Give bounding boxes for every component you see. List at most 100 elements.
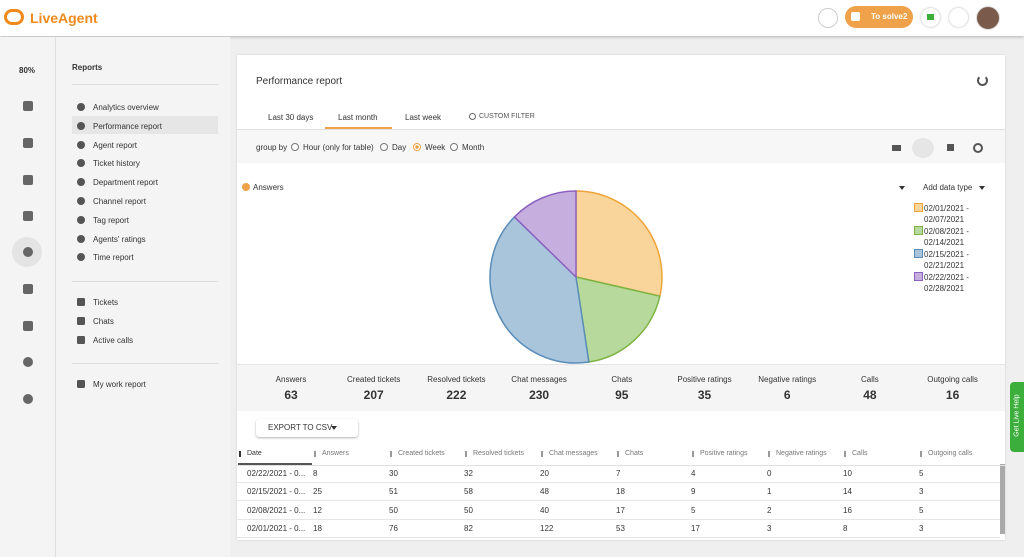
table-cell: 3 <box>767 523 772 533</box>
add-data-type[interactable]: Add data type <box>923 183 973 192</box>
summary-label: Calls <box>861 375 879 384</box>
summary-label: Chats <box>611 375 633 384</box>
pie-slice <box>489 215 590 364</box>
tab-divider <box>237 129 1005 130</box>
nav-item[interactable]: Performance report <box>93 121 162 131</box>
call-status[interactable] <box>949 8 968 27</box>
column-header: Date <box>247 450 262 457</box>
table-cell: 02/01/2021 - 0... <box>247 523 306 533</box>
table-cell: 3 <box>919 487 924 497</box>
pie-slice <box>513 190 577 279</box>
row-line <box>237 500 1000 502</box>
nav-item[interactable]: Time report <box>93 253 134 263</box>
tab[interactable]: Last week <box>405 113 442 122</box>
sidebar-icon[interactable] <box>23 175 33 185</box>
sidebar-icon[interactable] <box>23 138 33 148</box>
chart-type-area[interactable] <box>892 145 901 151</box>
scrollbar <box>1000 464 1005 534</box>
nav-item[interactable]: Tag report <box>93 215 130 225</box>
summary-label: Resolved tickets <box>427 375 486 384</box>
nav-item[interactable]: Active calls <box>93 335 134 345</box>
column-header: Calls <box>852 450 868 457</box>
table-cell: 58 <box>464 487 473 497</box>
summary-value: 230 <box>529 388 550 402</box>
legend-swatch <box>914 226 923 235</box>
live-help-tab[interactable] <box>1010 382 1024 452</box>
summary-label: Created tickets <box>347 375 401 384</box>
tab[interactable]: Last 30 days <box>268 113 314 122</box>
chart-type-bar[interactable] <box>947 144 954 151</box>
table-cell: 82 <box>464 523 473 533</box>
to-solve-button[interactable] <box>845 6 913 28</box>
table-cell: 4 <box>691 469 696 478</box>
legend-label: 02/08/2021 - 02/14/2021 <box>924 227 969 247</box>
table-cell: 32 <box>464 469 473 478</box>
table-cell: 02/15/2021 - 0... <box>247 487 306 497</box>
radio[interactable] <box>380 143 388 151</box>
tab[interactable]: Last month <box>338 113 378 122</box>
radio[interactable] <box>413 143 421 151</box>
row-line <box>237 518 1000 520</box>
tab-underline <box>325 127 392 129</box>
table-cell: 5 <box>691 505 696 515</box>
nav-item[interactable]: Analytics overview <box>93 103 159 112</box>
column-header: Created tickets <box>398 450 445 457</box>
sort-icon <box>541 451 543 457</box>
nav-item[interactable]: My work report <box>93 380 146 389</box>
nav-active <box>72 115 218 134</box>
summary-label: Answers <box>275 375 307 384</box>
table-cell: 30 <box>389 469 398 478</box>
chat-status-icon <box>927 14 934 20</box>
radio-label: Week <box>425 143 446 152</box>
sort-icon <box>617 451 619 457</box>
logo-icon <box>4 9 24 25</box>
table-cell: 1 <box>767 487 772 497</box>
table-cell: 14 <box>843 487 852 497</box>
legend-label: 02/15/2021 - 02/21/2021 <box>924 250 969 270</box>
tab[interactable]: CUSTOM FILTER <box>479 113 535 120</box>
sidebar-icon[interactable] <box>23 394 33 404</box>
sort-icon <box>465 451 467 457</box>
table-cell: 10 <box>843 469 852 478</box>
radio[interactable] <box>450 143 458 151</box>
sidebar-icon[interactable] <box>23 321 33 331</box>
logo: LiveAgent <box>30 10 98 26</box>
export-button[interactable]: EXPORT TO CSV <box>256 419 358 437</box>
nav-item[interactable]: Tickets <box>93 298 119 307</box>
nav-item[interactable]: Department report <box>93 178 158 188</box>
nav-item[interactable]: Agent report <box>93 140 138 150</box>
header-line <box>237 465 1005 466</box>
nav-divider <box>72 84 218 85</box>
chart-type-line[interactable] <box>912 138 934 158</box>
summary-value: 63 <box>284 388 298 402</box>
sidebar-icon[interactable] <box>23 247 33 257</box>
summary-label: Positive ratings <box>677 375 732 384</box>
summary-value: 6 <box>783 388 791 402</box>
summary-bar <box>237 364 1005 411</box>
sidebar-icon[interactable] <box>23 284 33 294</box>
legend-swatch <box>914 203 923 212</box>
nav-item[interactable]: Agents' ratings <box>93 234 146 244</box>
nav-item[interactable]: Chats <box>93 316 114 326</box>
radio[interactable] <box>291 143 299 151</box>
table-cell: 12 <box>313 505 322 515</box>
nav-icon <box>77 316 85 325</box>
sort-icon <box>390 451 392 457</box>
nav-item[interactable]: Channel report <box>93 197 146 206</box>
nav-icon <box>77 121 85 130</box>
sort-icon <box>768 451 770 457</box>
column-header: Resolved tickets <box>473 450 524 457</box>
summary-label: Outgoing calls <box>927 375 978 384</box>
nav-item[interactable]: Ticket history <box>93 159 140 169</box>
add-button[interactable] <box>818 8 838 28</box>
table-cell: 50 <box>464 505 473 515</box>
table-cell: 5 <box>919 505 924 515</box>
sidebar-icon[interactable] <box>23 101 33 111</box>
sidebar-icon[interactable] <box>23 357 33 367</box>
series-caret <box>899 186 905 190</box>
avatar[interactable] <box>976 6 1000 30</box>
refresh-icon[interactable] <box>977 75 988 86</box>
chart-type-pie[interactable] <box>973 143 983 153</box>
sidebar-icon[interactable] <box>23 211 33 221</box>
summary-value: 207 <box>363 388 384 402</box>
